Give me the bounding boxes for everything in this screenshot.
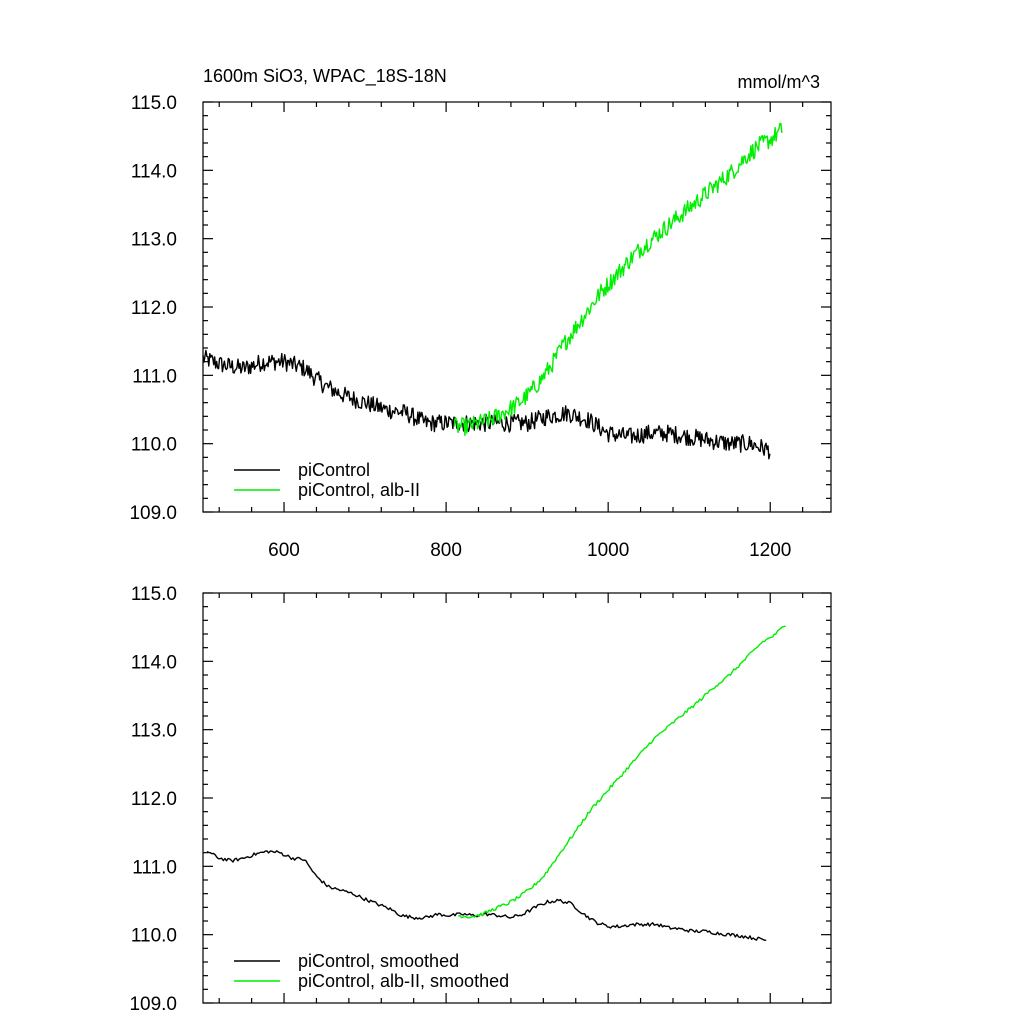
x-tick-label: 1000 (587, 540, 629, 561)
y-tick-label: 109.0 (129, 503, 177, 524)
y-tick-label: 115.0 (131, 584, 177, 605)
series-line-1 (458, 625, 786, 919)
x-tick-label: 600 (268, 540, 300, 561)
legend-label-0: piControl, smoothed (298, 951, 459, 971)
y-tick-label: 113.0 (131, 721, 177, 742)
y-tick-label: 112.0 (131, 298, 177, 319)
units-label: mmol/m^3 (738, 72, 820, 92)
bottom-panel: 109.0 110.0 111.0 112.0 113.0 114.0 115.0 piCo… (129, 584, 832, 1015)
y-tick-label: 110.0 (131, 926, 177, 947)
y-tick-label: 111.0 (132, 857, 177, 878)
bottom-panel-series (206, 625, 786, 941)
series-line-0 (206, 850, 767, 941)
bottom-panel-ticks (203, 592, 831, 1004)
y-tick-label: 109.0 (129, 994, 177, 1015)
y-tick-label: 114.0 (131, 652, 177, 673)
legend-label-1: piControl, alb-II, smoothed (298, 971, 509, 991)
legend-label-1: piControl, alb-II (298, 480, 420, 500)
bottom-panel-y-tick-labels: 109.0 110.0 111.0 112.0 113.0 114.0 115.0 (129, 584, 177, 1015)
y-tick-label: 115.0 (131, 93, 177, 114)
top-panel-series (202, 122, 783, 460)
series-line-0 (202, 349, 771, 460)
top-panel-x-tick-labels: 600 800 1000 1200 (268, 540, 791, 561)
x-tick-label: 1200 (749, 540, 791, 561)
y-tick-label: 114.0 (131, 161, 177, 182)
top-panel-y-tick-labels: 109.0 110.0 111.0 112.0 113.0 114.0 115.0 (129, 93, 177, 524)
top-panel-plot-frame (202, 101, 832, 513)
chart-title: 1600m SiO3, WPAC_18S-18N (203, 66, 447, 87)
series-line-1 (453, 122, 783, 436)
y-tick-label: 112.0 (131, 789, 177, 810)
top-panel-ticks (203, 101, 831, 513)
x-tick-label: 800 (430, 540, 462, 561)
top-panel: 1600m SiO3, WPAC_18S-18N mmol/m^3 600 800… (129, 66, 832, 561)
legend-label-0: piControl (298, 460, 370, 480)
y-tick-label: 111.0 (132, 366, 177, 387)
y-tick-label: 113.0 (131, 230, 177, 251)
bottom-panel-plot-frame (202, 592, 832, 1004)
y-tick-label: 110.0 (131, 435, 177, 456)
